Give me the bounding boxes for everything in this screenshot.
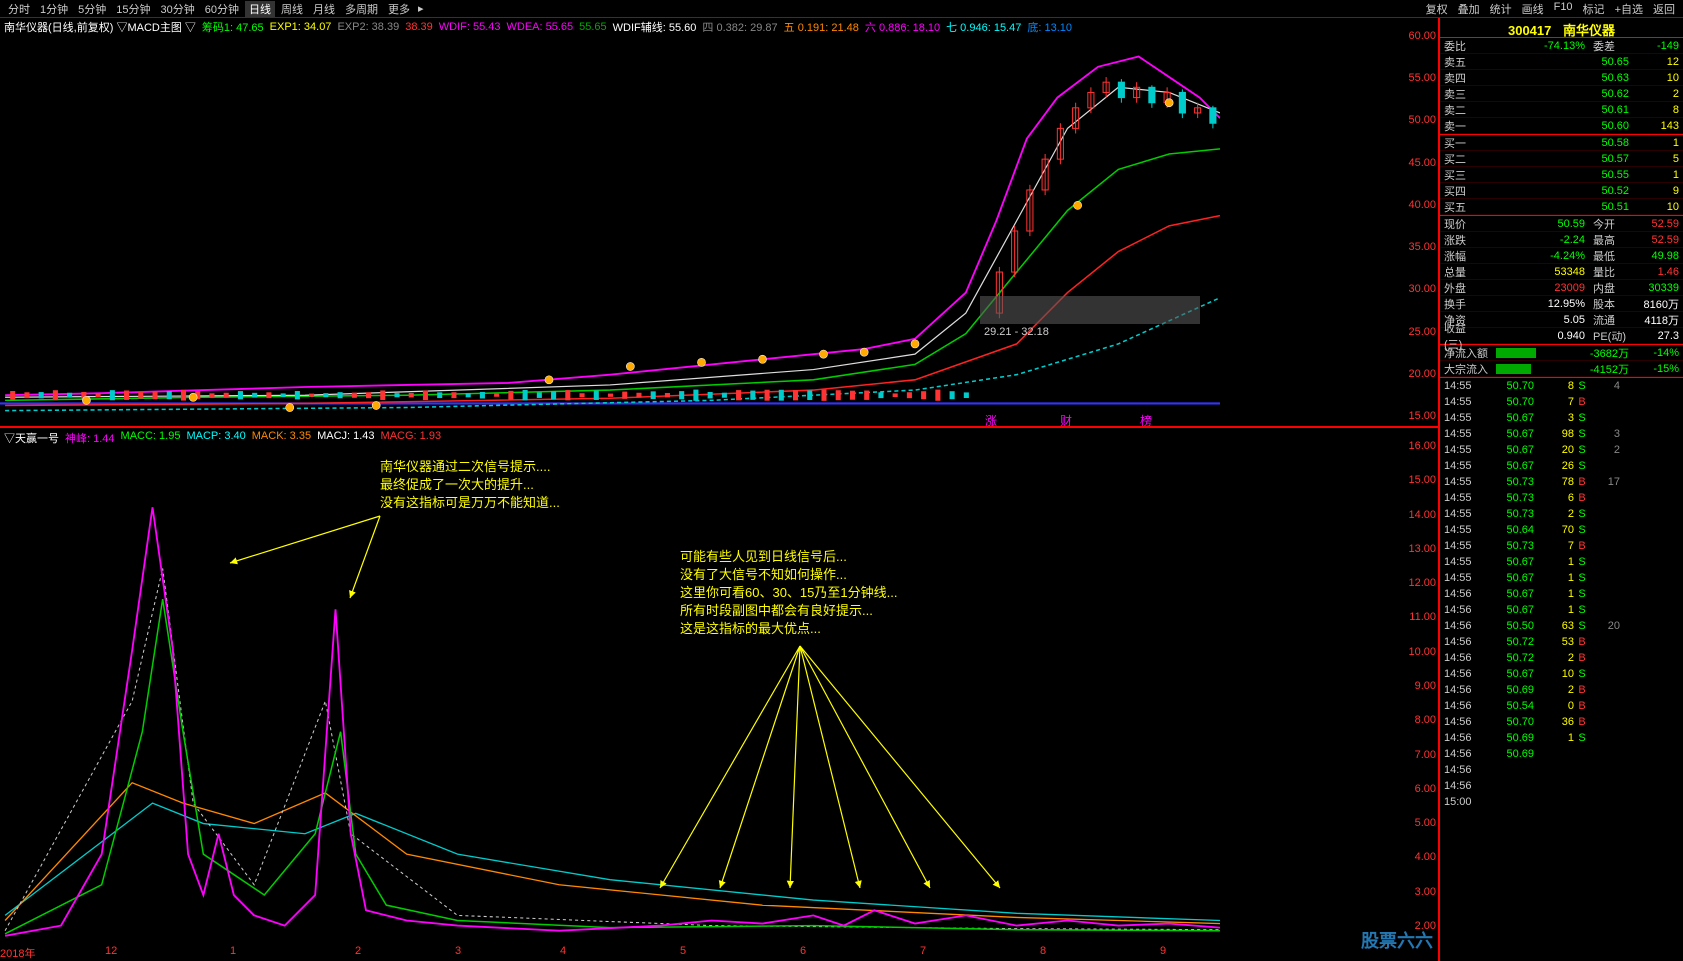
stock-header[interactable]: 300417 南华仪器 [1440,18,1683,38]
tool-叠加[interactable]: 叠加 [1454,1,1484,17]
watermark: 股票六六 [1361,927,1433,953]
tool-复权[interactable]: 复权 [1422,1,1452,17]
commit-ratio-row: 委比 -74.13% 委差 -149 [1440,38,1683,54]
timeframe-分时[interactable]: 分时 [4,1,34,17]
annotation-1: 南华仪器通过二次信号提示....最终促成了一次大的提升...没有这指标可是万万不… [380,458,560,512]
quote-row: 涨幅-4.24%最低49.98 [1440,248,1683,264]
more-dropdown-icon[interactable]: ▸ [414,2,428,15]
annotation-2: 可能有些人见到日线信号后...没有了大信号不知如何操作...这里你可看60、30… [680,548,897,638]
trade-row: 14:5550.6720S2 [1440,442,1683,458]
trade-row: 14:56 [1440,778,1683,794]
x-axis: 2018年12123456789 [0,945,1220,961]
orderbook-row[interactable]: 买四50.529 [1440,183,1683,199]
tool-F10[interactable]: F10 [1550,1,1577,17]
upper-price-chart[interactable] [0,36,1220,426]
timeframe-30分钟[interactable]: 30分钟 [157,1,199,17]
price-range-label: 29.21 - 32.18 [984,326,1049,338]
orderbook-row[interactable]: 卖四50.6310 [1440,70,1683,86]
trade-row: 14:5550.732S [1440,506,1683,522]
trade-row: 14:5650.671S [1440,602,1683,618]
quote-row: 涨跌-2.24最高52.59 [1440,232,1683,248]
trade-row: 14:5650.691S [1440,730,1683,746]
trade-row: 14:5650.671S [1440,586,1683,602]
trade-ticker[interactable]: 14:5550.708S414:5550.707B14:5550.673S14:… [1440,377,1683,907]
trade-row: 14:5650.722B [1440,650,1683,666]
quote-row: 收益(三)0.940PE(动)27.3 [1440,328,1683,344]
toolbar: 分时1分钟5分钟15分钟30分钟60分钟日线周线月线多周期更多 ▸ 复权叠加统计… [0,0,1683,18]
trade-row: 14:5550.6798S3 [1440,426,1683,442]
tool-返回[interactable]: 返回 [1649,1,1679,17]
timeframe-月线[interactable]: 月线 [309,1,339,17]
stock-code: 300417 [1508,23,1551,38]
timeframe-60分钟[interactable]: 60分钟 [201,1,243,17]
trade-row: 14:5650.5063S20 [1440,618,1683,634]
trade-row: 14:5650.69 [1440,746,1683,762]
trade-row: 14:5550.6726S [1440,458,1683,474]
orderbook-row[interactable]: 买一50.581 [1440,135,1683,151]
upper-chart-legend: 南华仪器(日线,前复权) ▽MACD主图 ▽筹码1: 47.65EXP1: 34… [0,18,1082,36]
timeframe-5分钟[interactable]: 5分钟 [74,1,110,17]
tool-画线[interactable]: 画线 [1518,1,1548,17]
trade-row: 15:00 [1440,794,1683,810]
quote-row: 总量53348量比1.46 [1440,264,1683,280]
timeframe-周线[interactable]: 周线 [277,1,307,17]
trade-row: 14:5550.708S4 [1440,378,1683,394]
price-range-box [980,296,1200,324]
trade-row: 14:5550.737B [1440,538,1683,554]
trade-row: 14:5650.7036B [1440,714,1683,730]
trade-row: 14:5550.6470S [1440,522,1683,538]
trade-row: 14:5550.673S [1440,410,1683,426]
trade-row: 14:5550.7378B17 [1440,474,1683,490]
orderbook-row[interactable]: 卖五50.6512 [1440,54,1683,70]
trade-row: 14:56 [1440,762,1683,778]
banner-row: 涨 财 榜 [0,412,1220,426]
trade-row: 14:5550.671S [1440,570,1683,586]
orderbook-row[interactable]: 卖一50.60143 [1440,118,1683,134]
quote-row: 外盘23009内盘30339 [1440,280,1683,296]
flow-row: 大宗流入-4152万-15% [1440,361,1683,377]
upper-y-axis: 60.0055.0050.0045.0040.0035.0030.0025.00… [1398,36,1438,426]
tool-标记[interactable]: 标记 [1579,1,1609,17]
quote-row: 换手12.95%股本8160万 [1440,296,1683,312]
stock-name: 南华仪器 [1563,23,1615,38]
orderbook-row[interactable]: 买二50.575 [1440,151,1683,167]
timeframe-多周期[interactable]: 多周期 [341,1,382,17]
right-panel: 300417 南华仪器 委比 -74.13% 委差 -149 卖五50.6512… [1440,18,1683,961]
trade-row: 14:5550.707B [1440,394,1683,410]
timeframe-更多[interactable]: 更多 [384,1,414,17]
tool-+自选[interactable]: +自选 [1611,1,1647,17]
flow-row: 净流入额-3682万-14% [1440,345,1683,361]
orderbook-row[interactable]: 卖三50.622 [1440,86,1683,102]
trade-row: 14:5650.692B [1440,682,1683,698]
orderbook-row[interactable]: 买五50.5110 [1440,199,1683,215]
trade-row: 14:5550.736B [1440,490,1683,506]
timeframe-15分钟[interactable]: 15分钟 [112,1,154,17]
trade-row: 14:5650.6710S [1440,666,1683,682]
lower-y-axis: 16.0015.0014.0013.0012.0011.0010.009.008… [1398,446,1438,946]
tool-统计[interactable]: 统计 [1486,1,1516,17]
chart-divider [0,426,1440,428]
lower-indicator-chart[interactable] [0,446,1220,946]
chart-area: 南华仪器(日线,前复权) ▽MACD主图 ▽筹码1: 47.65EXP1: 34… [0,18,1440,961]
timeframe-1分钟[interactable]: 1分钟 [36,1,72,17]
trade-row: 14:5650.7253B [1440,634,1683,650]
timeframe-日线[interactable]: 日线 [245,1,275,17]
lower-chart-legend: ▽天赢一号神峰: 1.44MACC: 1.95MACP: 3.40MACK: 3… [0,430,451,446]
orderbook-row[interactable]: 卖二50.618 [1440,102,1683,118]
trade-row: 14:5650.540B [1440,698,1683,714]
trade-row: 14:5550.671S [1440,554,1683,570]
orderbook-row[interactable]: 买三50.551 [1440,167,1683,183]
quote-row: 现价50.59今开52.59 [1440,216,1683,232]
